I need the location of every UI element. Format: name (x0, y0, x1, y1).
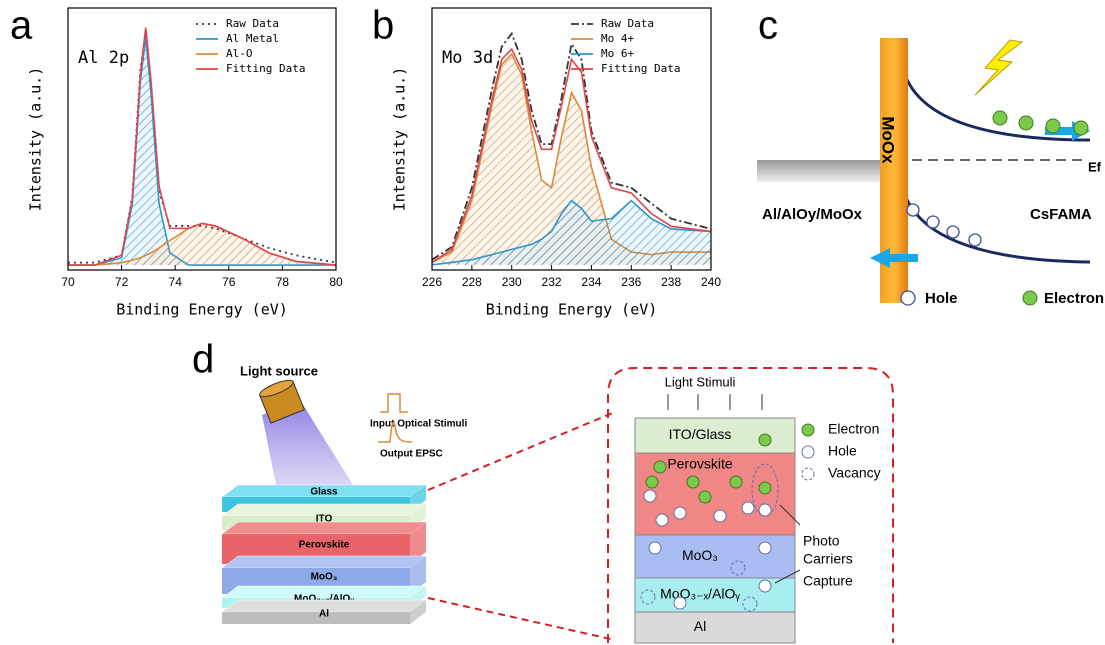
light-source-label: Light source (240, 363, 318, 378)
layer-side (410, 522, 426, 564)
inset-layer-label: Perovskite (667, 456, 733, 472)
legend-text: Vacancy (828, 465, 881, 481)
x-axis-label: Binding Energy (eV) (116, 301, 288, 319)
legend-label: Al Metal (226, 32, 279, 45)
x-tick-label: 232 (542, 275, 562, 289)
x-tick-label: 70 (61, 275, 75, 289)
x-tick-label: 238 (661, 275, 681, 289)
x-tick-label: 76 (222, 275, 236, 289)
inset-layer-label: ITO/Glass (669, 426, 732, 442)
y-axis-label: Intensity (a.u.) (391, 67, 409, 212)
layer-label: MoO₃₋ₓ/AlOᵧ (294, 594, 354, 605)
panel-label: b (372, 4, 394, 48)
arrow-left (870, 248, 918, 268)
legend-label: Raw Data (601, 17, 654, 30)
x-tick-label: 230 (502, 275, 522, 289)
x-tick-label: 240 (701, 275, 721, 289)
x-tick-label: 80 (329, 275, 343, 289)
input-label: Input Optical Stimuli (370, 419, 467, 430)
annotation: Capture (803, 573, 853, 589)
fermi-label: Ef (1088, 159, 1102, 174)
x-tick-label: 72 (115, 275, 129, 289)
legend-text: Electron (828, 421, 879, 437)
inset-stack: ITO/Glass Perovskite MoO₃ MoO₃₋ₓ/AlOᵧ Al (634, 417, 796, 644)
legend-hole-marker (900, 290, 916, 306)
layer-label: Glass (310, 487, 338, 498)
layer-label: MoO₃ (311, 572, 338, 583)
x-tick-label: 228 (462, 275, 482, 289)
inset-layer (634, 534, 796, 579)
legend-label: Al-O (226, 47, 253, 60)
line (68, 27, 337, 266)
plot-frame (67, 7, 337, 271)
conduction-band (903, 74, 1091, 142)
layer-label: Perovskite (299, 540, 350, 551)
inset-layer-label: MoO₃ (682, 547, 718, 563)
annotation: Carriers (803, 551, 853, 567)
right-material: CsFAMA (1030, 206, 1092, 223)
electrons (992, 110, 1089, 136)
zoom-line (427, 411, 616, 491)
legend-label: Raw Data (226, 17, 279, 30)
bar-label: MoOx (879, 116, 898, 164)
legend-label: Fitting Data (226, 62, 305, 75)
layer-label: Al (319, 609, 329, 620)
light-arrows (667, 394, 763, 410)
inset-layer (634, 611, 796, 644)
panel-label: a (10, 4, 33, 48)
panel-c: c Ef MoOx Al/AlOy/MoOx CsFAMA Hole Elect… (757, 4, 1104, 307)
layer-front (222, 612, 410, 624)
y-axis-label: Intensity (a.u.) (27, 67, 45, 212)
x-tick-label: 78 (276, 275, 290, 289)
x-tick-label: 234 (581, 275, 601, 289)
annotation: Photo (803, 533, 840, 549)
inset-particles (640, 423, 815, 612)
lamp (259, 379, 306, 424)
zoom-line (427, 597, 616, 641)
lightning (974, 39, 1024, 96)
legend-text: Hole (828, 443, 857, 459)
line (431, 199, 712, 266)
layer-side (410, 556, 426, 594)
plot-frame (431, 7, 712, 271)
x-tick-label: 236 (621, 275, 641, 289)
holes (906, 203, 982, 247)
input-pulse (380, 393, 408, 413)
device-stack: Glass ITO Perovskite MoO₃ MoO₃₋ₓ/AlOᵧ Al (221, 484, 427, 624)
area (68, 223, 336, 266)
legend-label: Mo 6+ (601, 47, 634, 60)
x-tick-label: 74 (169, 275, 183, 289)
inset-layer-label: Al (694, 618, 706, 634)
chart-title: Mo 3d (442, 48, 493, 68)
area (68, 37, 336, 266)
inset-frame (607, 367, 894, 643)
left-material: Al/AlOy/MoOx (762, 206, 863, 223)
area (432, 200, 711, 265)
panel-d: d Light source Input Optical Stimuli Out… (192, 338, 894, 644)
x-axis-label: Binding Energy (eV) (486, 301, 658, 319)
line (431, 47, 712, 263)
legend-label: Mo 4+ (601, 32, 634, 45)
legend-electron: Electron (1044, 290, 1104, 307)
line (431, 31, 712, 261)
chart-title: Al 2p (78, 48, 129, 68)
panel-label: c (758, 4, 778, 48)
output-pulse (378, 421, 413, 443)
inset-layer-label: MoO₃₋ₓ/AlOᵧ (660, 586, 740, 602)
layer-top (221, 521, 427, 535)
light-beam (262, 400, 355, 505)
layer-label: ITO (316, 514, 333, 525)
metal-band (757, 160, 882, 182)
panel-label: d (192, 338, 214, 382)
light-stimuli: Light Stimuli (665, 374, 736, 389)
output-label: Output EPSC (380, 449, 443, 460)
x-tick-label: 226 (422, 275, 442, 289)
legend-electron-marker (1022, 290, 1038, 306)
area (432, 54, 711, 265)
layer-top (221, 555, 427, 569)
legend-hole: Hole (925, 290, 958, 307)
layer-side (410, 600, 426, 624)
legend-label: Fitting Data (601, 62, 680, 75)
